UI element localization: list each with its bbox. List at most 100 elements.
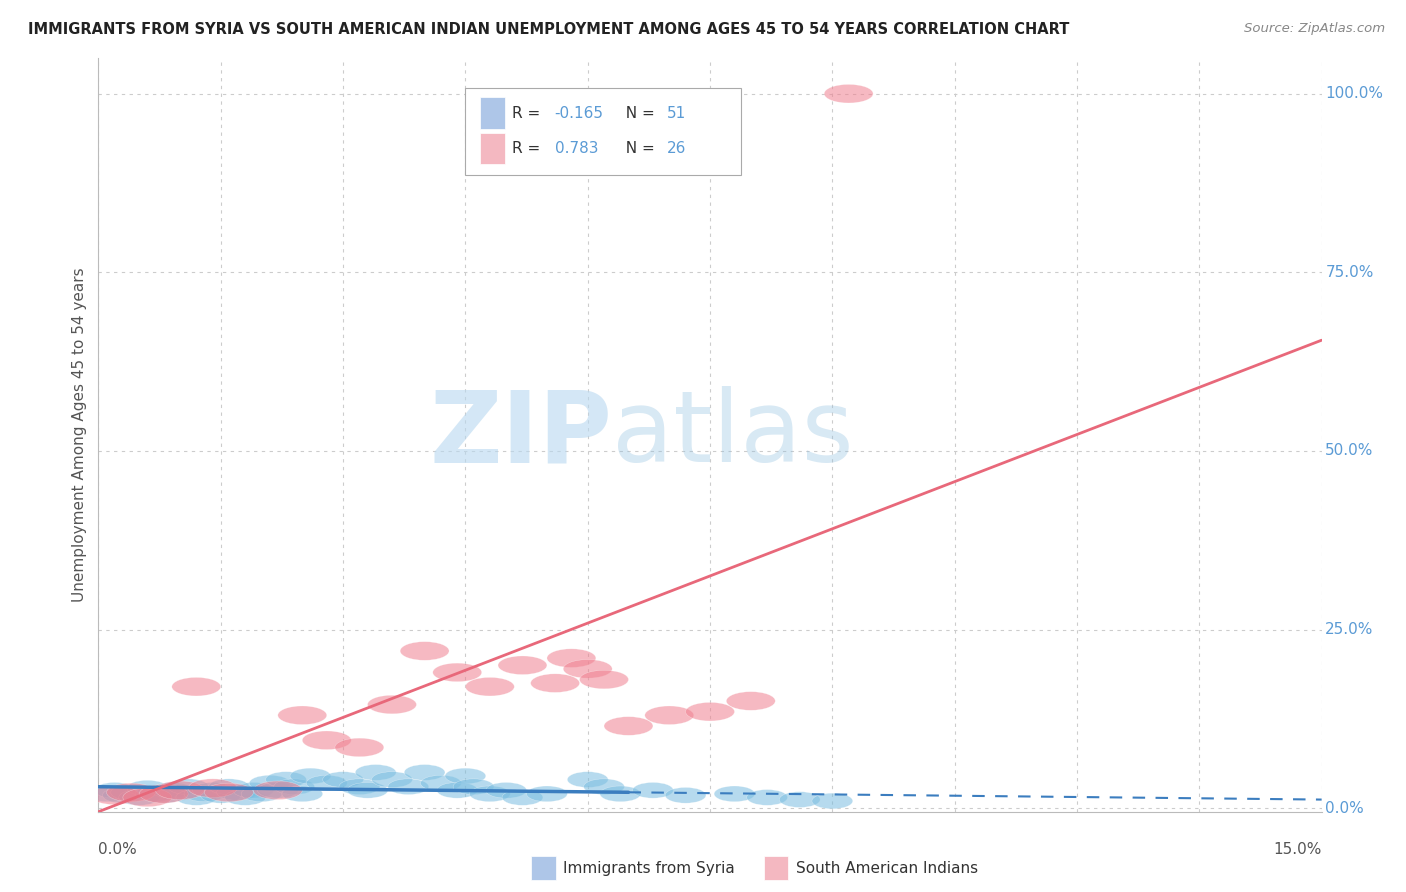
Ellipse shape <box>135 786 176 802</box>
Ellipse shape <box>714 786 755 802</box>
Ellipse shape <box>433 663 482 681</box>
Ellipse shape <box>160 785 201 800</box>
Text: R =: R = <box>512 105 546 120</box>
Text: 100.0%: 100.0% <box>1326 87 1384 101</box>
Text: South American Indians: South American Indians <box>796 861 977 876</box>
Ellipse shape <box>339 779 380 795</box>
Ellipse shape <box>233 782 274 798</box>
Ellipse shape <box>208 779 249 795</box>
Ellipse shape <box>824 85 873 103</box>
Text: Immigrants from Syria: Immigrants from Syria <box>564 861 735 876</box>
Ellipse shape <box>201 788 242 803</box>
Ellipse shape <box>127 780 167 796</box>
Text: Source: ZipAtlas.com: Source: ZipAtlas.com <box>1244 22 1385 36</box>
Ellipse shape <box>167 779 208 795</box>
Ellipse shape <box>356 764 396 780</box>
FancyBboxPatch shape <box>465 88 741 175</box>
Ellipse shape <box>813 793 852 809</box>
Ellipse shape <box>686 702 734 721</box>
Ellipse shape <box>86 786 127 802</box>
Ellipse shape <box>747 789 787 805</box>
Text: N =: N = <box>616 105 659 120</box>
Ellipse shape <box>322 772 363 788</box>
Ellipse shape <box>335 739 384 756</box>
Text: atlas: atlas <box>612 386 853 483</box>
Ellipse shape <box>152 782 193 798</box>
Text: ZIP: ZIP <box>429 386 612 483</box>
Ellipse shape <box>388 779 429 795</box>
Ellipse shape <box>274 779 315 795</box>
Ellipse shape <box>600 786 641 802</box>
Ellipse shape <box>176 789 217 805</box>
FancyBboxPatch shape <box>531 856 555 880</box>
Ellipse shape <box>579 670 628 689</box>
Ellipse shape <box>465 677 515 696</box>
Ellipse shape <box>502 789 543 805</box>
Text: R =: R = <box>512 141 546 156</box>
Ellipse shape <box>404 764 444 780</box>
Ellipse shape <box>184 786 225 802</box>
FancyBboxPatch shape <box>479 133 505 164</box>
Ellipse shape <box>401 641 449 660</box>
Ellipse shape <box>645 706 693 724</box>
FancyBboxPatch shape <box>479 97 505 128</box>
Ellipse shape <box>530 673 579 692</box>
Ellipse shape <box>266 772 307 788</box>
Ellipse shape <box>257 782 298 798</box>
Ellipse shape <box>143 788 184 803</box>
Ellipse shape <box>94 782 135 798</box>
Y-axis label: Unemployment Among Ages 45 to 54 years: Unemployment Among Ages 45 to 54 years <box>72 268 87 602</box>
Ellipse shape <box>278 706 326 724</box>
Ellipse shape <box>568 772 607 788</box>
Ellipse shape <box>527 786 567 802</box>
Text: 25.0%: 25.0% <box>1326 622 1374 637</box>
Ellipse shape <box>193 782 233 798</box>
FancyBboxPatch shape <box>763 856 789 880</box>
Ellipse shape <box>188 779 238 797</box>
Ellipse shape <box>547 648 596 667</box>
Ellipse shape <box>302 731 352 749</box>
Text: N =: N = <box>616 141 659 156</box>
Ellipse shape <box>172 677 221 696</box>
Ellipse shape <box>371 772 412 788</box>
Ellipse shape <box>107 783 156 802</box>
Text: 51: 51 <box>668 105 686 120</box>
Ellipse shape <box>453 779 494 795</box>
Ellipse shape <box>122 789 172 806</box>
Ellipse shape <box>90 786 139 805</box>
Ellipse shape <box>498 656 547 674</box>
Ellipse shape <box>367 695 416 714</box>
Ellipse shape <box>583 779 624 795</box>
Ellipse shape <box>779 792 820 807</box>
Ellipse shape <box>437 782 478 798</box>
Ellipse shape <box>633 782 673 798</box>
Ellipse shape <box>665 788 706 803</box>
Ellipse shape <box>564 659 612 678</box>
Ellipse shape <box>249 775 290 791</box>
Ellipse shape <box>217 785 257 800</box>
Ellipse shape <box>727 691 775 710</box>
Text: -0.165: -0.165 <box>555 105 603 120</box>
Text: 0.0%: 0.0% <box>98 842 138 857</box>
Text: 15.0%: 15.0% <box>1274 842 1322 857</box>
Ellipse shape <box>103 788 143 803</box>
Ellipse shape <box>139 785 188 803</box>
Ellipse shape <box>486 782 527 798</box>
Ellipse shape <box>156 781 204 799</box>
Ellipse shape <box>204 783 253 802</box>
Text: 50.0%: 50.0% <box>1326 443 1374 458</box>
Ellipse shape <box>253 781 302 799</box>
Ellipse shape <box>605 716 652 735</box>
Text: 75.0%: 75.0% <box>1326 265 1374 280</box>
Ellipse shape <box>240 786 281 802</box>
Ellipse shape <box>307 775 347 791</box>
Ellipse shape <box>470 786 510 802</box>
Ellipse shape <box>444 768 486 784</box>
Ellipse shape <box>281 786 323 802</box>
Ellipse shape <box>347 782 388 798</box>
Ellipse shape <box>290 768 330 784</box>
Ellipse shape <box>111 785 152 800</box>
Text: 26: 26 <box>668 141 686 156</box>
Ellipse shape <box>225 789 266 805</box>
Ellipse shape <box>120 789 160 805</box>
